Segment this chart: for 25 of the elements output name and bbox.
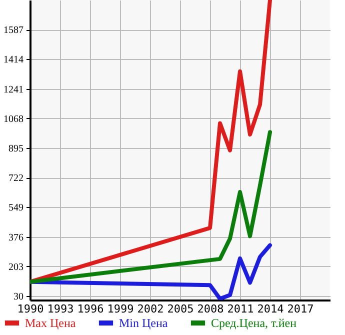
- legend-label: Сред.Цена, т.йен: [211, 316, 298, 330]
- x-tick-label: 1990: [17, 302, 44, 316]
- legend-label: Min Цена: [119, 316, 168, 330]
- x-tick-label: 2002: [137, 302, 164, 316]
- y-tick-label: 376: [8, 232, 24, 244]
- legend-label: Max Цена: [25, 316, 76, 330]
- x-tick-label: 2005: [167, 302, 194, 316]
- y-tick-label: 1068: [4, 114, 24, 125]
- x-tick-label: 2014: [257, 302, 284, 316]
- x-tick-label: 2008: [197, 302, 224, 316]
- y-tick-label: 1414: [4, 54, 24, 66]
- line-series: [30, 130, 272, 284]
- y-tick-label: 549: [8, 202, 24, 214]
- y-tick-label: 1241: [4, 84, 24, 96]
- y-tick-label: 203: [8, 262, 24, 273]
- line-series: [30, 243, 272, 300]
- y-tick-label: 1587: [4, 25, 24, 36]
- y-tick-label: 722: [8, 173, 24, 184]
- x-tick-label: 2017: [287, 302, 314, 316]
- y-tick-label: 30: [14, 292, 24, 303]
- y-tick-label: 895: [8, 144, 24, 155]
- x-tick-label: 1996: [77, 302, 104, 316]
- x-tick-label: 1993: [47, 302, 74, 316]
- x-tick-label: 1999: [107, 302, 134, 316]
- x-tick-label: 2011: [227, 302, 254, 316]
